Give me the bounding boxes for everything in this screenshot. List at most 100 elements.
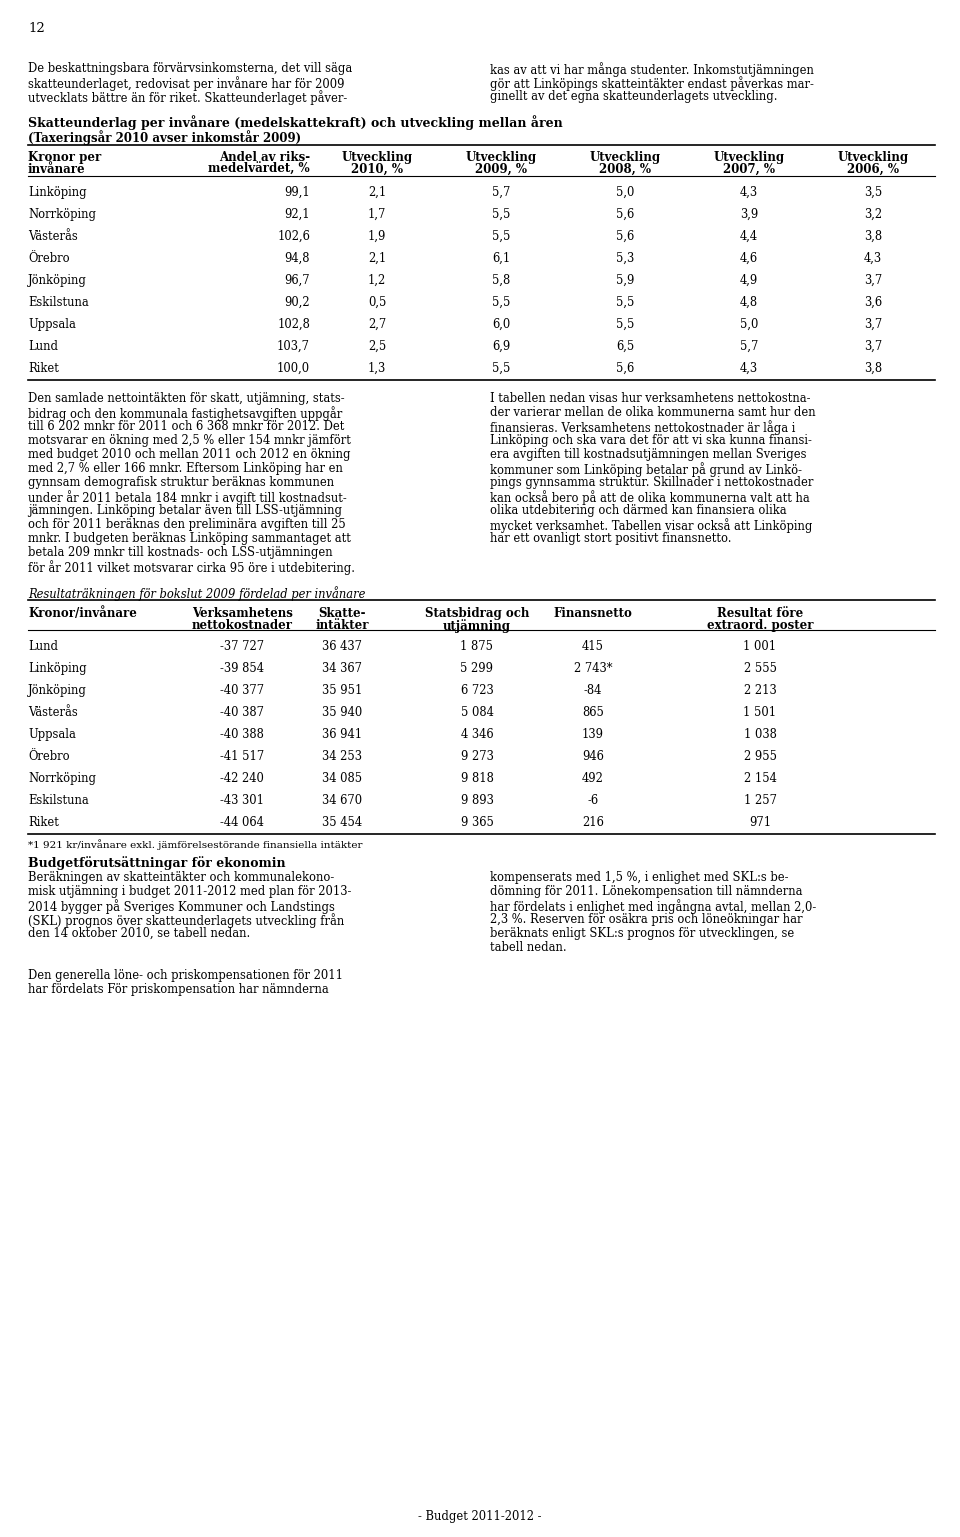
Text: 103,7: 103,7: [277, 340, 310, 354]
Text: 4,9: 4,9: [740, 274, 758, 287]
Text: De beskattningsbara förvärvsinkomsterna, det vill säga: De beskattningsbara förvärvsinkomsterna,…: [28, 61, 352, 75]
Text: under år 2011 betala 184 mnkr i avgift till kostnadsut-: under år 2011 betala 184 mnkr i avgift t…: [28, 490, 347, 504]
Text: -40 387: -40 387: [220, 705, 264, 719]
Text: kompenserats med 1,5 %, i enlighet med SKL:s be-: kompenserats med 1,5 %, i enlighet med S…: [490, 871, 788, 884]
Text: -43 301: -43 301: [220, 795, 264, 807]
Text: med budget 2010 och mellan 2011 och 2012 en ökning: med budget 2010 och mellan 2011 och 2012…: [28, 447, 350, 461]
Text: Västerås: Västerås: [28, 231, 78, 243]
Text: och för 2011 beräknas den preliminära avgiften till 25: och för 2011 beräknas den preliminära av…: [28, 518, 346, 530]
Text: 5,3: 5,3: [616, 252, 635, 264]
Text: har fördelats i enlighet med ingångna avtal, mellan 2,0-: har fördelats i enlighet med ingångna av…: [490, 899, 816, 915]
Text: Norrköping: Norrköping: [28, 772, 96, 785]
Text: 2 555: 2 555: [743, 662, 777, 675]
Text: 1 001: 1 001: [743, 639, 777, 653]
Text: Verksamhetens: Verksamhetens: [192, 607, 293, 619]
Text: 5,8: 5,8: [492, 274, 510, 287]
Text: utvecklats bättre än för riket. Skatteunderlaget påver-: utvecklats bättre än för riket. Skatteun…: [28, 91, 348, 105]
Text: 9 273: 9 273: [461, 750, 493, 762]
Text: 139: 139: [582, 729, 604, 741]
Text: 5 084: 5 084: [461, 705, 493, 719]
Text: misk utjämning i budget 2011-2012 med plan för 2013-: misk utjämning i budget 2011-2012 med pl…: [28, 885, 351, 898]
Text: 415: 415: [582, 639, 604, 653]
Text: 1,9: 1,9: [368, 231, 386, 243]
Text: Eskilstuna: Eskilstuna: [28, 297, 88, 309]
Text: 5,5: 5,5: [492, 207, 510, 221]
Text: 4,6: 4,6: [740, 252, 758, 264]
Text: 2,1: 2,1: [368, 252, 386, 264]
Text: beräknats enligt SKL:s prognos för utvecklingen, se: beräknats enligt SKL:s prognos för utvec…: [490, 927, 794, 941]
Text: Utveckling: Utveckling: [713, 151, 784, 164]
Text: 35 940: 35 940: [322, 705, 362, 719]
Text: intäkter: intäkter: [315, 619, 369, 632]
Text: I tabellen nedan visas hur verksamhetens nettokostna-: I tabellen nedan visas hur verksamhetens…: [490, 392, 810, 406]
Text: 36 941: 36 941: [322, 729, 362, 741]
Text: med 2,7 % eller 166 mnkr. Eftersom Linköping har en: med 2,7 % eller 166 mnkr. Eftersom Linkö…: [28, 463, 343, 475]
Text: Beräkningen av skatteintäkter och kommunalekono-: Beräkningen av skatteintäkter och kommun…: [28, 871, 334, 884]
Text: Utveckling: Utveckling: [342, 151, 413, 164]
Text: 5,6: 5,6: [616, 363, 635, 375]
Text: 12: 12: [28, 22, 45, 35]
Text: 2,3 %. Reserven för osäkra pris och löneökningar har: 2,3 %. Reserven för osäkra pris och löne…: [490, 913, 803, 925]
Text: era avgiften till kostnadsutjämningen mellan Sveriges: era avgiften till kostnadsutjämningen me…: [490, 447, 806, 461]
Text: 2 955: 2 955: [743, 750, 777, 762]
Text: 5,5: 5,5: [492, 231, 510, 243]
Text: 0,5: 0,5: [368, 297, 386, 309]
Text: 4,8: 4,8: [740, 297, 758, 309]
Text: Utveckling: Utveckling: [837, 151, 908, 164]
Text: har ett ovanligt stort positivt finansnetto.: har ett ovanligt stort positivt finansne…: [490, 532, 732, 546]
Text: Utveckling: Utveckling: [589, 151, 660, 164]
Text: 102,6: 102,6: [277, 231, 310, 243]
Text: 3,5: 3,5: [864, 186, 882, 198]
Text: 946: 946: [582, 750, 604, 762]
Text: 99,1: 99,1: [284, 186, 310, 198]
Text: bidrag och den kommunala fastighetsavgiften uppgår: bidrag och den kommunala fastighetsavgif…: [28, 406, 343, 421]
Text: 6 723: 6 723: [461, 684, 493, 696]
Text: 6,9: 6,9: [492, 340, 510, 354]
Text: 6,0: 6,0: [492, 318, 510, 330]
Text: 90,2: 90,2: [284, 297, 310, 309]
Text: nettokostnader: nettokostnader: [191, 619, 293, 632]
Text: 35 454: 35 454: [322, 816, 362, 828]
Text: 96,7: 96,7: [284, 274, 310, 287]
Text: 3,7: 3,7: [864, 274, 882, 287]
Text: 36 437: 36 437: [322, 639, 362, 653]
Text: 5 299: 5 299: [461, 662, 493, 675]
Text: 2 213: 2 213: [744, 684, 777, 696]
Text: -42 240: -42 240: [220, 772, 264, 785]
Text: 5,5: 5,5: [615, 318, 635, 330]
Text: -41 517: -41 517: [220, 750, 264, 762]
Text: 6,5: 6,5: [616, 340, 635, 354]
Text: till 6 202 mnkr för 2011 och 6 368 mnkr för 2012. Det: till 6 202 mnkr för 2011 och 6 368 mnkr …: [28, 420, 345, 433]
Text: 3,9: 3,9: [740, 207, 758, 221]
Text: 1 501: 1 501: [743, 705, 777, 719]
Text: 4,3: 4,3: [740, 186, 758, 198]
Text: 34 085: 34 085: [322, 772, 362, 785]
Text: Resultat före: Resultat före: [717, 607, 804, 619]
Text: 34 367: 34 367: [322, 662, 362, 675]
Text: 6,1: 6,1: [492, 252, 510, 264]
Text: 5,7: 5,7: [740, 340, 758, 354]
Text: ginellt av det egna skatteunderlagets utveckling.: ginellt av det egna skatteunderlagets ut…: [490, 91, 778, 103]
Text: skatteunderlaget, redovisat per invånare har för 2009: skatteunderlaget, redovisat per invånare…: [28, 75, 345, 91]
Text: jämningen. Linköping betalar även till LSS-utjämning: jämningen. Linköping betalar även till L…: [28, 504, 342, 516]
Text: Uppsala: Uppsala: [28, 318, 76, 330]
Text: har fördelats För priskompensation har nämnderna: har fördelats För priskompensation har n…: [28, 984, 328, 996]
Text: Linköping: Linköping: [28, 662, 86, 675]
Text: Jönköping: Jönköping: [28, 274, 86, 287]
Text: mnkr. I budgeten beräknas Linköping sammantaget att: mnkr. I budgeten beräknas Linköping samm…: [28, 532, 350, 546]
Text: 2010, %: 2010, %: [351, 163, 403, 177]
Text: 5,5: 5,5: [492, 297, 510, 309]
Text: Eskilstuna: Eskilstuna: [28, 795, 88, 807]
Text: 2009, %: 2009, %: [475, 163, 527, 177]
Text: mycket verksamhet. Tabellen visar också att Linköping: mycket verksamhet. Tabellen visar också …: [490, 518, 812, 533]
Text: -37 727: -37 727: [220, 639, 264, 653]
Text: 2008, %: 2008, %: [599, 163, 651, 177]
Text: betala 209 mnkr till kostnads- och LSS-utjämningen: betala 209 mnkr till kostnads- och LSS-u…: [28, 546, 332, 559]
Text: 1 875: 1 875: [461, 639, 493, 653]
Text: 3,2: 3,2: [864, 207, 882, 221]
Text: Kronor/invånare: Kronor/invånare: [28, 607, 137, 619]
Text: 2,1: 2,1: [368, 186, 386, 198]
Text: gör att Linköpings skatteintäkter endast påverkas mar-: gör att Linköpings skatteintäkter endast…: [490, 75, 814, 91]
Text: 1,3: 1,3: [368, 363, 386, 375]
Text: 865: 865: [582, 705, 604, 719]
